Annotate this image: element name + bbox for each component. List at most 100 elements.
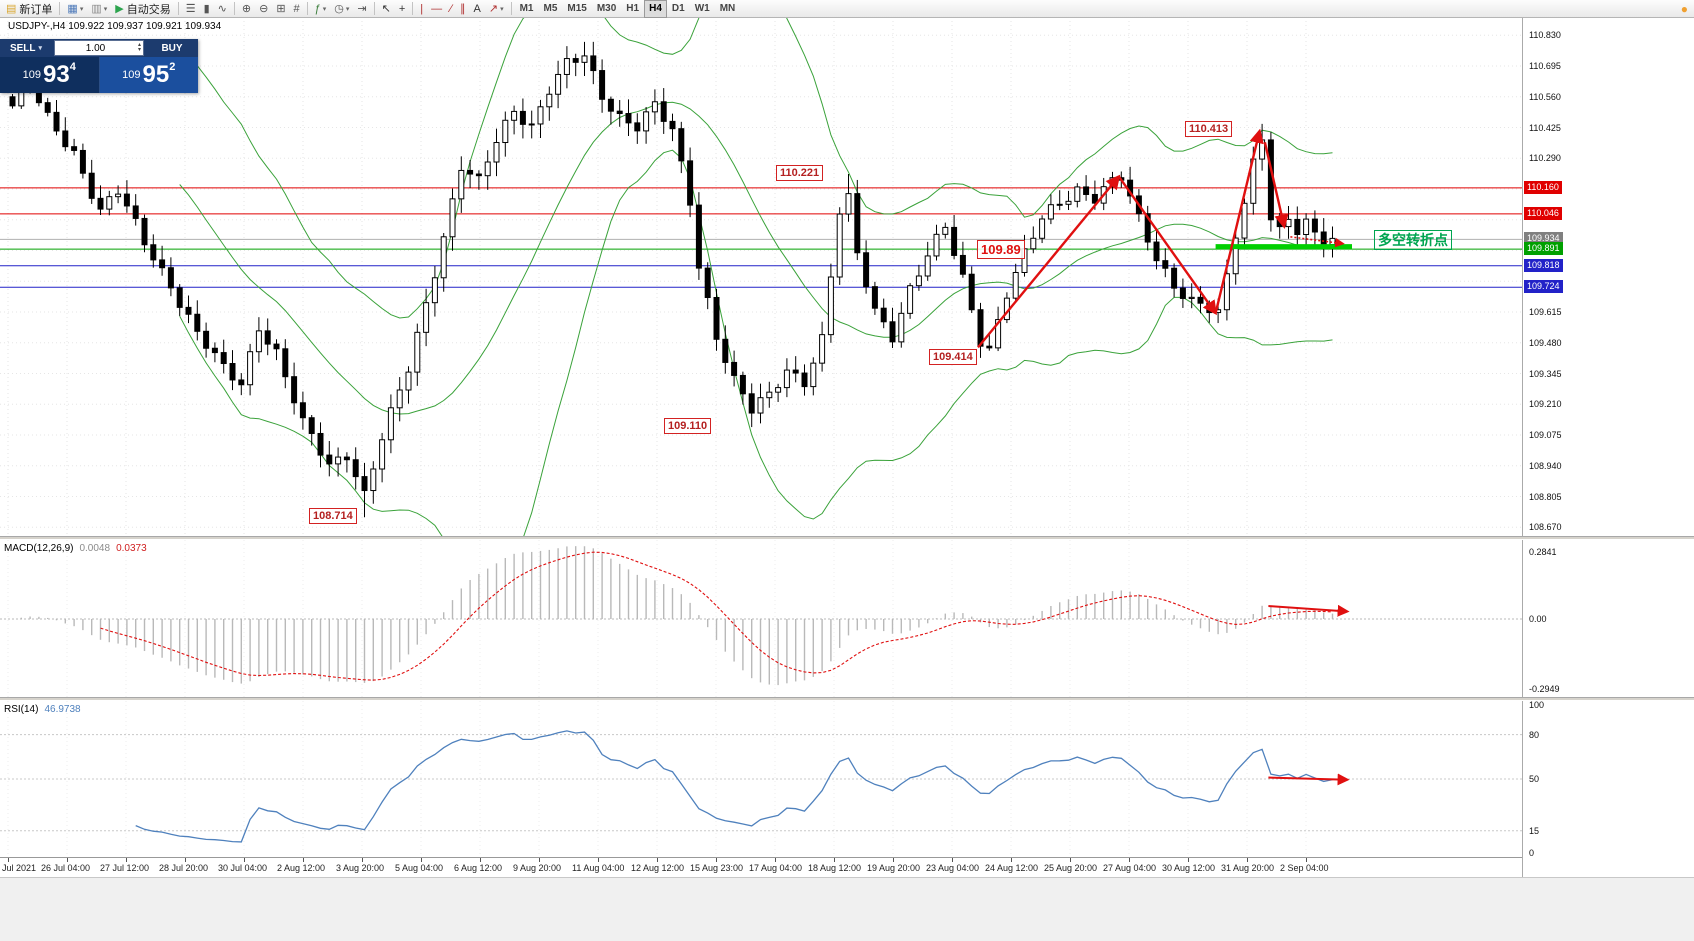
crosshair-icon: + xyxy=(398,2,406,15)
rsi-name: RSI(14) xyxy=(4,704,39,715)
time-tick xyxy=(598,858,599,862)
panel-splitter-macd[interactable] xyxy=(0,536,1694,540)
time-axis-label: 25 Aug 20:00 xyxy=(1044,863,1098,873)
price-axis-label: 110.425 xyxy=(1529,122,1561,133)
price-axis-label: 110.695 xyxy=(1529,61,1561,71)
timeframe-H4[interactable]: H4 xyxy=(644,0,667,18)
bar-chart-button[interactable]: ☰ xyxy=(182,0,200,18)
time-tick xyxy=(1247,858,1248,862)
time-axis-label: 15 Aug 23:00 xyxy=(690,863,744,873)
trendline-icon: ∕ xyxy=(450,2,452,15)
toolbar-separator xyxy=(412,2,414,15)
trendline-button[interactable]: ∕ xyxy=(446,0,456,18)
price-tag: 109.891 xyxy=(1524,242,1563,256)
time-tick xyxy=(1129,858,1130,862)
chart-shift-button[interactable]: ⇥ xyxy=(353,0,370,18)
buy-price-button[interactable]: 109 95 2 xyxy=(99,57,198,93)
tile-windows-icon: ⊞ xyxy=(276,2,286,15)
price-axis-label: 109.480 xyxy=(1529,337,1562,348)
buy-mode-select[interactable]: BUY xyxy=(146,39,198,57)
toolbar-separator xyxy=(233,2,235,15)
time-tick xyxy=(244,858,245,862)
zoom-in-button[interactable]: ⊕ xyxy=(238,0,255,18)
spin-down-icon[interactable]: ▾ xyxy=(137,47,141,53)
timeframe-MN[interactable]: MN xyxy=(719,3,736,14)
vertical-line-button[interactable]: | xyxy=(416,0,427,18)
periods-icon: ◷ xyxy=(334,2,344,15)
zoom-out-button[interactable]: ⊖ xyxy=(255,0,272,18)
time-axis-label: 18 Aug 12:00 xyxy=(808,863,862,873)
arrow-tool-icon: ↗ xyxy=(488,2,499,15)
buy-price-prefix: 109 xyxy=(122,69,141,81)
price-axis-label: 108.670 xyxy=(1529,522,1562,533)
profiles-icon: ▥ xyxy=(91,2,102,15)
toolbar-separator xyxy=(510,2,512,15)
spin-up-icon[interactable]: ▴ xyxy=(137,42,141,48)
price-axis-label: 109.615 xyxy=(1529,307,1562,318)
sell-price-button[interactable]: 109 93 4 xyxy=(0,57,100,93)
macd-axis-label: 0.2841 xyxy=(1529,546,1557,557)
arrow-tool-button[interactable]: ↗ ▾ xyxy=(485,0,508,18)
macd-name: MACD(12,26,9) xyxy=(4,543,74,554)
time-axis-label: 2 Aug 12:00 xyxy=(277,863,326,873)
volume-spinner[interactable]: ▴ ▾ xyxy=(136,42,143,53)
indicators-button[interactable]: ƒ ▾ xyxy=(311,0,331,18)
channel-button[interactable]: ∥ xyxy=(456,0,470,18)
timeframe-M1[interactable]: M1 xyxy=(519,3,534,14)
text-button[interactable]: A xyxy=(470,0,485,18)
main-price-chart[interactable] xyxy=(0,17,1522,536)
cursor-icon: ↖ xyxy=(381,2,391,15)
macd-axis-label: -0.2949 xyxy=(1529,683,1560,694)
price-tag: 110.160 xyxy=(1524,180,1562,194)
autotrading-button[interactable]: ▶ 自动交易 xyxy=(111,0,174,18)
timeframe-M5[interactable]: M5 xyxy=(543,3,558,14)
buy-price-pip: 2 xyxy=(169,61,176,73)
chevron-down-icon: ▾ xyxy=(500,5,504,13)
timeframe-M15[interactable]: M15 xyxy=(567,3,587,14)
time-tick xyxy=(185,858,186,862)
timeframe-M30[interactable]: M30 xyxy=(596,3,617,14)
sell-mode-select[interactable]: SELL ▾ xyxy=(0,39,52,57)
timeframe-D1[interactable]: D1 xyxy=(671,3,685,14)
time-tick xyxy=(1011,858,1012,862)
time-tick xyxy=(67,858,68,862)
sell-price-big: 93 xyxy=(43,61,70,88)
time-axis-label: 2 Sep 04:00 xyxy=(1280,863,1329,873)
trade-panel-header: SELL ▾ ▴▾ BUY xyxy=(0,39,198,57)
time-axis-label: 27 Jul 12:00 xyxy=(100,863,150,873)
price-axis: 110.830 110.695 110.560 110.425 110.290 109.6… xyxy=(1522,18,1694,877)
price-tag: 109.818 xyxy=(1524,258,1563,272)
rsi-indicator-chart[interactable] xyxy=(0,701,1522,857)
sell-label: SELL xyxy=(9,42,36,54)
timeframe-W1[interactable]: W1 xyxy=(694,3,710,14)
time-axis-label: 19 Aug 20:00 xyxy=(867,863,921,873)
timeframe-H1[interactable]: H1 xyxy=(626,3,640,14)
horizontal-line-button[interactable]: — xyxy=(427,0,446,18)
chevron-down-icon: ▾ xyxy=(79,5,84,13)
new-order-button[interactable]: ▤ 新订单 xyxy=(2,0,56,18)
bar-chart-icon: ☰ xyxy=(185,2,196,15)
candlestick-chart-button[interactable]: ▮ xyxy=(200,0,214,18)
rsi-axis-label: 50 xyxy=(1529,774,1540,784)
tile-windows-button[interactable]: ⊞ xyxy=(272,0,289,18)
periods-button[interactable]: ◷ ▾ xyxy=(330,0,353,18)
volume-input[interactable] xyxy=(55,41,136,55)
price-axis-label: 108.805 xyxy=(1529,491,1562,502)
autotrading-icon: ▶ xyxy=(115,2,124,15)
new-chart-icon: ▦ xyxy=(67,2,78,15)
grid-button[interactable]: # xyxy=(290,0,304,18)
macd-indicator-chart[interactable] xyxy=(0,540,1522,697)
toolbar-separator xyxy=(306,2,308,15)
line-chart-button[interactable]: ∿ xyxy=(214,0,231,18)
toolbar-separator xyxy=(177,2,179,15)
panel-splitter-rsi[interactable] xyxy=(0,697,1694,701)
text-icon: A xyxy=(473,2,481,15)
volume-field: ▴▾ xyxy=(54,40,144,56)
cursor-button[interactable]: ↖ xyxy=(378,0,395,18)
crosshair-button[interactable]: + xyxy=(395,0,409,18)
time-axis-label: 11 Aug 04:00 xyxy=(572,863,625,873)
buy-price-big: 95 xyxy=(142,61,170,88)
new-chart-button[interactable]: ▦ ▾ xyxy=(63,0,87,18)
profiles-button[interactable]: ▥ ▾ xyxy=(87,0,111,18)
